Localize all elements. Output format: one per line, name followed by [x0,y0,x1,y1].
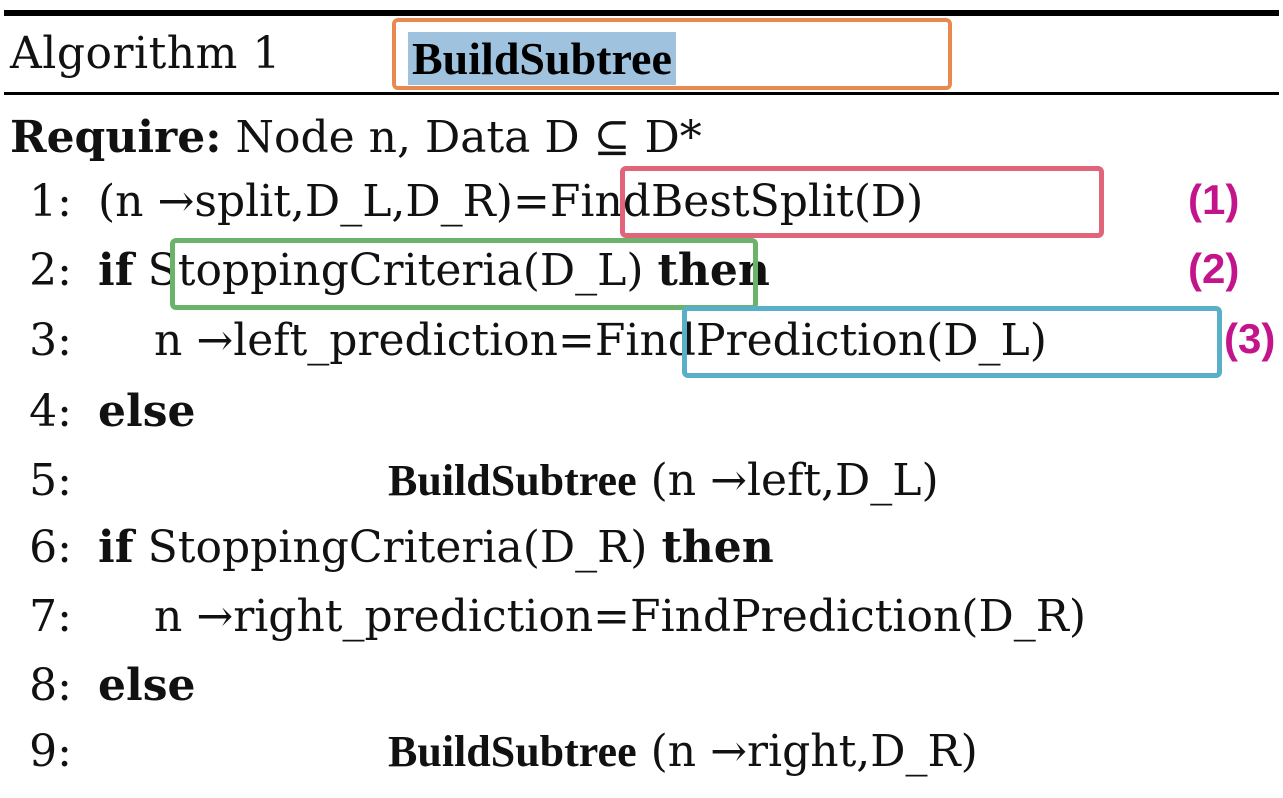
line-number: 5: [29,455,72,506]
algorithm-line-5: 5: BuildSubtree (n →left,D_L) [10,455,939,506]
algorithm-line-7: 7: n →right_prediction=FindPrediction(D_R… [10,591,1086,642]
line-text: (n →split,D_L,D_R)=FindBestSplit(D) [98,176,924,227]
line-text: (n →left,D_L) [650,455,939,506]
require-line: Require: Node n, Data D ⊆ D* [10,112,702,163]
line-text: n →right_prediction=FindPrediction(D_R) [154,591,1087,642]
line-number: 9: [29,726,72,777]
line-number: 2: [29,245,72,296]
header-rule [4,92,1279,95]
algorithm-line-1: 1: (n →split,D_L,D_R)=FindBestSplit(D) [10,176,923,227]
algorithm-line-4: 4: else [10,386,195,437]
line-number: 3: [29,315,72,366]
algorithm-name-highlight-box [392,18,952,90]
recursive-call: BuildSubtree [388,456,637,505]
line-number: 6: [29,522,72,573]
line-text: StoppingCriteria(D_L) [147,245,644,296]
algorithm-line-8: 8: else [10,660,195,711]
algorithm-line-9: 9: BuildSubtree (n →right,D_R) [10,726,978,777]
top-rule [4,10,1279,16]
algorithm-line-2: 2: if StoppingCriteria(D_L) then [10,245,770,296]
algorithm-label: Algorithm 1 [10,28,281,79]
algorithm-line-6: 6: if StoppingCriteria(D_R) then [10,522,774,573]
then-keyword: then [657,245,770,296]
highlight-box-3 [682,306,1222,378]
if-keyword: if [98,245,134,296]
line-text: StoppingCriteria(D_R) [147,522,648,573]
if-keyword: if [98,522,134,573]
line-number: 8: [29,660,72,711]
highlight-box-2 [170,238,758,310]
algorithm-name: BuildSubtree [408,32,676,85]
highlight-box-1 [620,166,1104,238]
else-keyword: else [98,386,196,437]
line-number: 1: [29,176,72,227]
annotation-3: (3) [1224,315,1276,362]
line-number: 4: [29,386,72,437]
annotation-2: (2) [1188,245,1240,292]
recursive-call: BuildSubtree [388,727,637,776]
line-text: n →left_prediction=FindPrediction(D_L) [154,315,1047,366]
algorithm-line-3: 3: n →left_prediction=FindPrediction(D_L) [10,315,1047,366]
annotation-1: (1) [1188,176,1240,223]
then-keyword: then [661,522,774,573]
else-keyword: else [98,660,196,711]
line-number: 7: [29,591,72,642]
require-keyword: Require: [10,112,222,163]
require-text: Node n, Data D ⊆ D* [235,112,702,163]
line-text: (n →right,D_R) [650,726,978,777]
